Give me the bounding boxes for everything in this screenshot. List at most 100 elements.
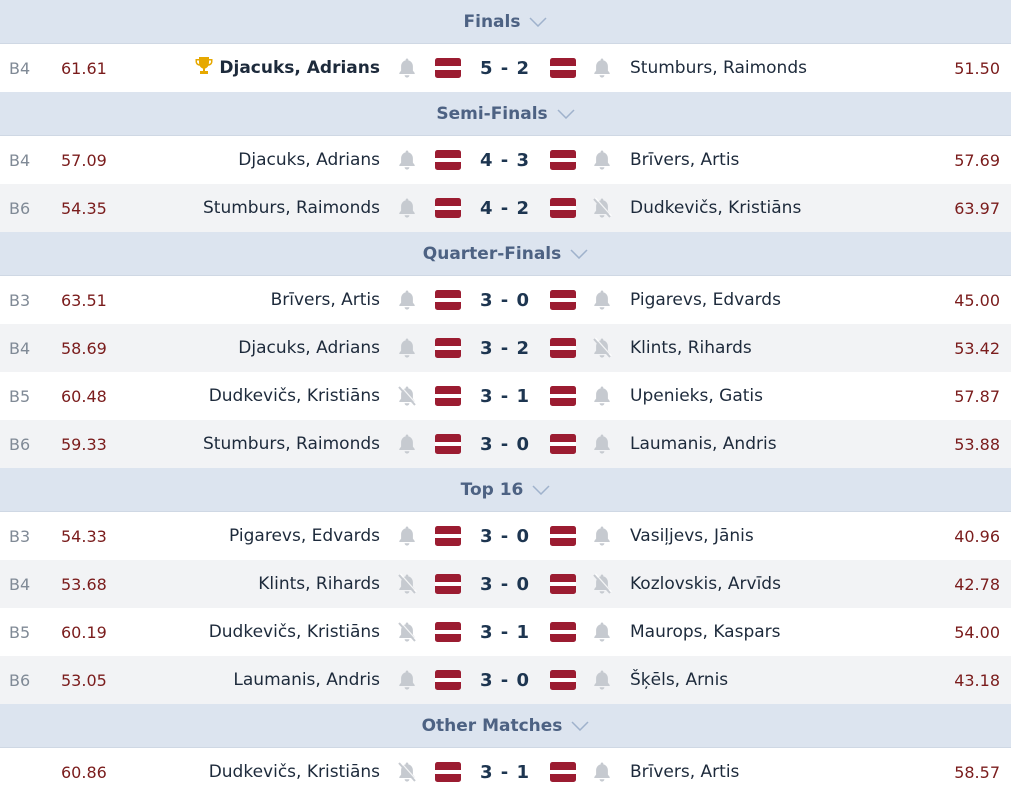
bell-slash-icon[interactable] (592, 337, 612, 364)
right-player-name[interactable]: Kozlovskis, Arvīds (630, 574, 781, 594)
right-average: 43.18 (954, 670, 1000, 690)
left-player[interactable]: Stumburs, Raimonds (203, 198, 380, 218)
section-header-top-16[interactable]: Top 16 (0, 468, 1011, 512)
latvia-flag-icon (435, 574, 461, 599)
bell-icon[interactable] (592, 761, 612, 788)
bell-icon[interactable] (397, 433, 417, 460)
latvia-flag-icon (550, 338, 576, 363)
section-header-semi-finals[interactable]: Semi-Finals (0, 92, 1011, 136)
bell-icon[interactable] (592, 669, 612, 696)
board-label: B4 (9, 150, 31, 170)
bell-slash-icon[interactable] (397, 573, 417, 600)
right-player-name[interactable]: Vasiļjevs, Jānis (630, 526, 754, 546)
section-title: Other Matches (421, 715, 563, 736)
match-row[interactable]: B4 57.09 Djacuks, Adrians 4 - 3 Brīvers,… (0, 136, 1011, 184)
match-row[interactable]: B3 63.51 Brīvers, Artis 3 - 0 Pigarevs, … (0, 276, 1011, 324)
left-player-name: Stumburs, Raimonds (203, 198, 380, 218)
bell-slash-icon[interactable] (397, 621, 417, 648)
match-row[interactable]: 60.86 Dudkevičs, Kristiāns 3 - 1 Brīvers… (0, 748, 1011, 796)
left-player-name: Djacuks, Adrians (219, 58, 380, 78)
section-header-other-matches[interactable]: Other Matches (0, 704, 1011, 748)
left-player[interactable]: Dudkevičs, Kristiāns (209, 622, 380, 642)
left-player[interactable]: Pigarevs, Edvards (229, 526, 380, 546)
bell-icon[interactable] (592, 57, 612, 84)
bell-icon[interactable] (397, 57, 417, 84)
bell-icon[interactable] (592, 621, 612, 648)
match-score: 3 - 0 (479, 573, 531, 595)
bell-slash-icon[interactable] (397, 761, 417, 788)
latvia-flag-icon (550, 386, 576, 411)
section-header-quarter-finals[interactable]: Quarter-Finals (0, 232, 1011, 276)
bell-icon[interactable] (592, 525, 612, 552)
left-average: 58.69 (61, 338, 107, 358)
match-row[interactable]: B6 54.35 Stumburs, Raimonds 4 - 2 Dudkev… (0, 184, 1011, 232)
latvia-flag-icon (435, 622, 461, 647)
latvia-flag-icon (550, 762, 576, 787)
section-header-finals[interactable]: Finals (0, 0, 1011, 44)
bell-icon[interactable] (592, 149, 612, 176)
match-row[interactable]: B4 58.69 Djacuks, Adrians 3 - 2 Klints, … (0, 324, 1011, 372)
right-player-name[interactable]: Šķēls, Arnis (630, 670, 729, 690)
right-player-name[interactable]: Maurops, Kaspars (630, 622, 781, 642)
match-score: 3 - 1 (479, 621, 531, 643)
bell-icon[interactable] (397, 197, 417, 224)
left-average: 53.68 (61, 574, 107, 594)
right-player-name[interactable]: Brīvers, Artis (630, 150, 740, 170)
section-title: Quarter-Finals (422, 243, 562, 264)
right-player-name[interactable]: Klints, Rihards (630, 338, 752, 358)
right-player-name[interactable]: Stumburs, Raimonds (630, 58, 807, 78)
board-label: B6 (9, 434, 31, 454)
right-player-name[interactable]: Upenieks, Gatis (630, 386, 763, 406)
match-row[interactable]: B6 53.05 Laumanis, Andris 3 - 0 Šķēls, A… (0, 656, 1011, 704)
left-player[interactable]: Brīvers, Artis (271, 290, 380, 310)
right-average: 58.57 (954, 762, 1000, 782)
bell-slash-icon[interactable] (592, 573, 612, 600)
left-player[interactable]: Djacuks, Adrians (238, 150, 380, 170)
bell-icon[interactable] (397, 337, 417, 364)
left-average: 60.48 (61, 386, 107, 406)
right-player-name[interactable]: Laumanis, Andris (630, 434, 777, 454)
latvia-flag-icon (550, 290, 576, 315)
latvia-flag-icon (550, 150, 576, 175)
board-label: B6 (9, 670, 31, 690)
right-player-name[interactable]: Pigarevs, Edvards (630, 290, 781, 310)
right-player-name[interactable]: Brīvers, Artis (630, 762, 740, 782)
latvia-flag-icon (435, 670, 461, 695)
left-player[interactable]: Djacuks, Adrians (194, 56, 380, 81)
match-row[interactable]: B4 61.61 Djacuks, Adrians 5 - 2 Stumburs… (0, 44, 1011, 92)
latvia-flag-icon (435, 58, 461, 83)
bell-icon[interactable] (397, 149, 417, 176)
left-player[interactable]: Laumanis, Andris (233, 670, 380, 690)
bell-icon[interactable] (397, 525, 417, 552)
bell-icon[interactable] (397, 669, 417, 696)
match-row[interactable]: B4 53.68 Klints, Rihards 3 - 0 Kozlovski… (0, 560, 1011, 608)
bell-icon[interactable] (397, 289, 417, 316)
left-player[interactable]: Klints, Rihards (258, 574, 380, 594)
latvia-flag-icon (435, 526, 461, 551)
bell-slash-icon[interactable] (592, 197, 612, 224)
left-player[interactable]: Dudkevičs, Kristiāns (209, 762, 380, 782)
latvia-flag-icon (550, 198, 576, 223)
match-row[interactable]: B5 60.48 Dudkevičs, Kristiāns 3 - 1 Upen… (0, 372, 1011, 420)
board-label: B6 (9, 198, 31, 218)
right-player-name[interactable]: Dudkevičs, Kristiāns (630, 198, 802, 218)
left-player[interactable]: Stumburs, Raimonds (203, 434, 380, 454)
bell-icon[interactable] (592, 433, 612, 460)
left-player[interactable]: Djacuks, Adrians (238, 338, 380, 358)
match-score: 4 - 2 (479, 197, 531, 219)
board-label: B4 (9, 574, 31, 594)
left-player[interactable]: Dudkevičs, Kristiāns (209, 386, 380, 406)
bell-slash-icon[interactable] (397, 385, 417, 412)
left-player-name: Djacuks, Adrians (238, 150, 380, 170)
match-score: 3 - 1 (479, 761, 531, 783)
board-label: B5 (9, 622, 31, 642)
board-label: B4 (9, 58, 31, 78)
match-row[interactable]: B6 59.33 Stumburs, Raimonds 3 - 0 Lauman… (0, 420, 1011, 468)
bell-icon[interactable] (592, 385, 612, 412)
left-player-name: Dudkevičs, Kristiāns (208, 622, 380, 642)
match-score: 5 - 2 (479, 57, 531, 79)
match-row[interactable]: B5 60.19 Dudkevičs, Kristiāns 3 - 1 Maur… (0, 608, 1011, 656)
bell-icon[interactable] (592, 289, 612, 316)
match-row[interactable]: B3 54.33 Pigarevs, Edvards 3 - 0 Vasiļje… (0, 512, 1011, 560)
left-average: 60.86 (61, 762, 107, 782)
